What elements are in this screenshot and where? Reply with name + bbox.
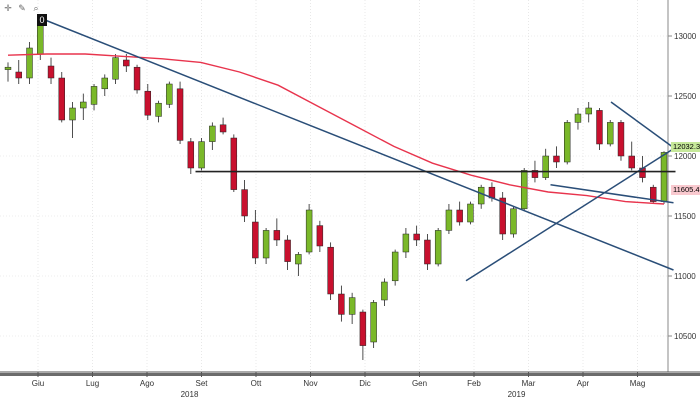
y-tick-label: 12000 bbox=[674, 152, 697, 161]
candle-body bbox=[477, 186, 485, 205]
trendline bbox=[465, 148, 674, 282]
zoom-icon[interactable]: ⌕ bbox=[33, 3, 39, 13]
candle-body bbox=[144, 90, 152, 116]
x-tick-label: Feb bbox=[467, 379, 481, 388]
candle-body bbox=[564, 122, 571, 163]
x-tick-label: Dic bbox=[359, 379, 371, 388]
candle-body bbox=[252, 221, 259, 259]
candle-body bbox=[155, 102, 162, 117]
candle-body bbox=[58, 77, 65, 121]
candle-body bbox=[166, 83, 173, 105]
candle-body bbox=[284, 239, 291, 262]
candle-body bbox=[338, 293, 345, 315]
count-badge: 0 bbox=[37, 14, 47, 26]
candle-body bbox=[348, 297, 356, 315]
moving-average-price-tag: 11605.41136 bbox=[671, 185, 700, 195]
candle-body bbox=[316, 225, 324, 247]
candle-body bbox=[187, 141, 195, 169]
candle-body bbox=[101, 77, 108, 90]
candle-body bbox=[15, 71, 22, 79]
x-tick-label: Set bbox=[195, 379, 208, 388]
candle-body bbox=[359, 311, 367, 346]
candle-body bbox=[456, 209, 463, 223]
candle-body bbox=[262, 230, 270, 259]
candle-body bbox=[617, 122, 625, 157]
candle-body bbox=[553, 155, 560, 163]
candle-body bbox=[273, 230, 281, 241]
candle-body bbox=[176, 88, 184, 141]
y-tick-label: 11500 bbox=[674, 212, 696, 221]
candle-body bbox=[230, 137, 238, 190]
candle-body bbox=[660, 152, 668, 202]
candle-body bbox=[209, 125, 216, 142]
candle-body bbox=[295, 254, 302, 265]
x-tick-label: Ago bbox=[140, 379, 155, 388]
candle-body bbox=[467, 203, 474, 223]
candle-body bbox=[381, 281, 388, 301]
candle-body bbox=[26, 47, 33, 79]
x-year-label: 2018 bbox=[181, 390, 199, 399]
candle-body bbox=[370, 302, 377, 343]
candle-body bbox=[47, 65, 55, 79]
pencil-icon[interactable]: ✎ bbox=[18, 3, 26, 13]
trendline bbox=[39, 17, 674, 271]
y-tick-label: 13000 bbox=[674, 32, 697, 41]
candle-body bbox=[4, 66, 12, 70]
trendline bbox=[610, 101, 674, 149]
candle-body bbox=[90, 86, 98, 105]
last-price-tag: 12032.32035 bbox=[671, 142, 700, 152]
x-tick-label: Ott bbox=[251, 379, 262, 388]
candle-body bbox=[219, 124, 227, 133]
x-tick-label: Lug bbox=[86, 379, 99, 388]
candle-body bbox=[650, 186, 657, 202]
chart-toolbar: ✛ ✎ ⌕ bbox=[2, 2, 42, 14]
candle-body bbox=[585, 107, 592, 115]
candle-body bbox=[531, 170, 539, 178]
y-axis-panel bbox=[668, 0, 700, 400]
candle-body bbox=[596, 110, 603, 145]
candle-body bbox=[510, 208, 517, 235]
x-tick-label: Apr bbox=[577, 379, 590, 388]
candle-body bbox=[198, 141, 205, 169]
crosshair-icon[interactable]: ✛ bbox=[4, 3, 12, 13]
candle-body bbox=[402, 233, 410, 253]
y-tick-label: 11000 bbox=[674, 272, 696, 281]
candle-body bbox=[542, 155, 549, 178]
y-tick-label: 10500 bbox=[674, 332, 697, 341]
candle-body bbox=[499, 197, 506, 235]
candle-body bbox=[37, 23, 44, 55]
moving-average-line bbox=[7, 53, 665, 205]
candle-body bbox=[424, 239, 431, 265]
x-tick-label: Gen bbox=[412, 379, 427, 388]
candle-body bbox=[628, 155, 635, 169]
candle-body bbox=[112, 57, 119, 80]
candle-body bbox=[133, 66, 141, 91]
candle-body bbox=[327, 246, 334, 295]
candle-body bbox=[80, 101, 87, 109]
candle-body bbox=[413, 233, 420, 241]
candle-body bbox=[434, 230, 442, 265]
x-tick-label: Nov bbox=[303, 379, 317, 388]
candle-body bbox=[445, 209, 453, 231]
x-year-label: 2019 bbox=[508, 390, 526, 399]
candle-body bbox=[520, 170, 528, 210]
candle-body bbox=[123, 59, 130, 67]
candle-body bbox=[607, 122, 614, 145]
candle-body bbox=[69, 107, 76, 121]
x-axis-band bbox=[0, 373, 700, 376]
x-tick-label: Giu bbox=[32, 379, 44, 388]
candle-body bbox=[391, 251, 399, 282]
trendline bbox=[550, 184, 674, 204]
candle-body bbox=[574, 113, 582, 123]
candle-body bbox=[241, 189, 248, 217]
x-tick-label: Mag bbox=[630, 379, 646, 388]
y-tick-label: 12500 bbox=[674, 92, 697, 101]
candle-body bbox=[305, 209, 313, 253]
x-tick-label: Mar bbox=[522, 379, 536, 388]
